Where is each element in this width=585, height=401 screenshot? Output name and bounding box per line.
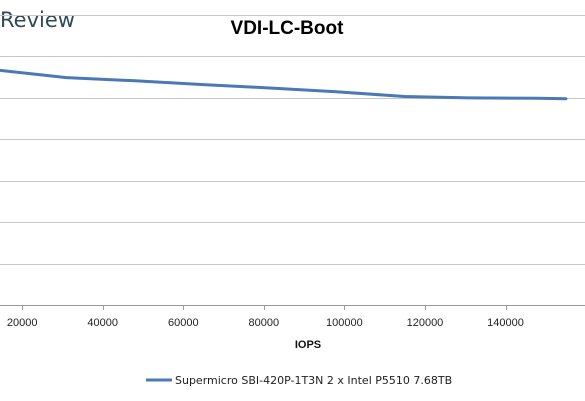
legend: Supermicro SBI-420P-1T3N 2 x Intel P5510… [146,374,452,387]
x-tick-label: 40000 [87,317,118,329]
chart-title: VDI-LC-Boot [231,18,345,39]
brand-logo: Review [0,8,75,32]
x-tick-label: 80000 [249,317,280,329]
x-tick-label: 20000 [7,317,38,329]
x-tick-label: 140000 [487,317,524,329]
x-axis-ticks: 20000 40000 60000 80000 100000 120000 140000 [7,305,524,329]
x-tick-label: 60000 [168,317,199,329]
gridlines [0,15,585,306]
series-line [0,68,568,101]
legend-label: Supermicro SBI-420P-1T3N 2 x Intel P5510… [175,374,452,387]
x-tick-label: 100000 [326,317,363,329]
x-tick-label: 120000 [407,317,444,329]
series-layer [0,68,568,101]
x-axis-label: IOPS [295,339,321,351]
